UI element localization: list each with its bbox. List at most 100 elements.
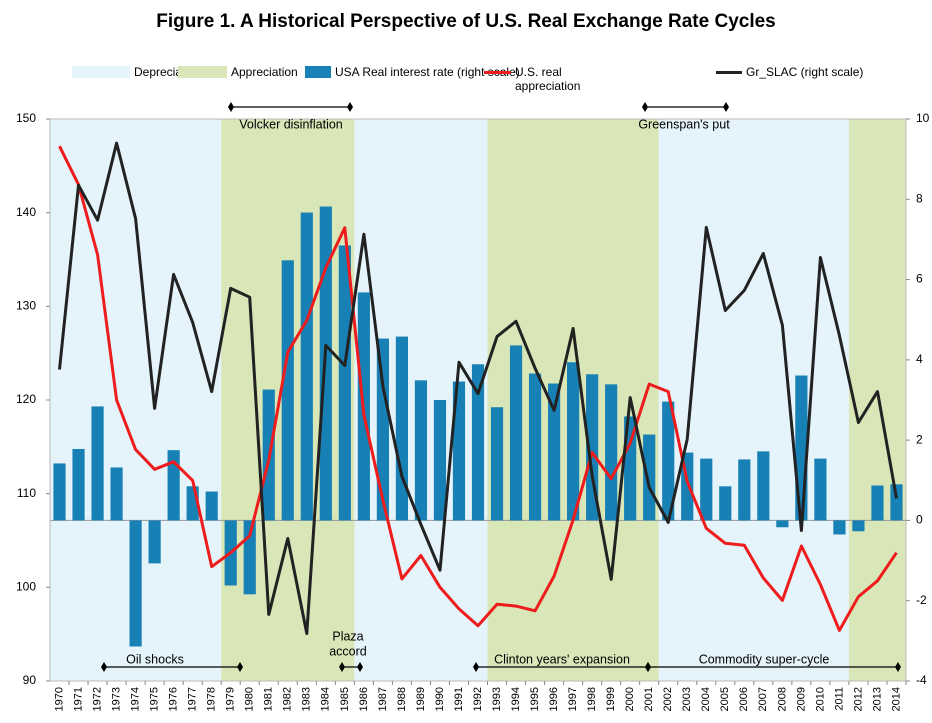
y2-tick-label: -2 [916, 593, 927, 607]
x-tick-label: 1998 [586, 687, 598, 711]
bar [110, 467, 123, 521]
annotation: Plaza [332, 629, 363, 643]
legend-swatch [178, 66, 227, 78]
y-tick-label: 140 [16, 205, 36, 219]
legend-label: U.S. real appreciation [515, 65, 581, 93]
bar [757, 451, 770, 521]
x-tick-label: 2014 [890, 687, 902, 711]
line [58, 141, 898, 636]
bar [91, 406, 104, 521]
bar [72, 448, 85, 521]
bar [433, 400, 447, 521]
y2-tick-label: 10 [916, 111, 930, 125]
bar [471, 364, 485, 521]
x-tick-label: 1987 [377, 687, 389, 711]
bar [548, 383, 561, 521]
bar [414, 380, 428, 521]
x-tick-label: 1983 [301, 687, 313, 711]
x-tick-label: 1997 [567, 687, 579, 711]
x-tick-label: 1993 [491, 687, 503, 711]
legend-item: Appreciation [178, 65, 298, 79]
y-tick-label: 120 [16, 392, 36, 406]
bar [281, 260, 294, 521]
x-tick-label: 2007 [757, 687, 769, 711]
y2-tick-label: -4 [916, 673, 927, 687]
y2-tick-label: 4 [916, 352, 923, 366]
x-tick-label: 1981 [263, 687, 275, 711]
x-tick-label: 1971 [72, 687, 84, 711]
y-tick-label: 110 [17, 486, 36, 500]
bar [53, 463, 66, 521]
bar [376, 338, 389, 521]
x-tick-label: 1974 [130, 687, 142, 711]
chart-title: Figure 1. A Historical Perspective of U.… [156, 11, 776, 32]
bar [509, 345, 523, 521]
x-tick-label: 1994 [510, 687, 522, 711]
bar [528, 373, 542, 521]
arrow-end [237, 662, 243, 672]
x-tick-label: 1975 [149, 687, 161, 711]
bar [567, 362, 580, 521]
x-tick-label: 1989 [415, 687, 427, 711]
x-tick-label: 1999 [605, 687, 617, 711]
arrow-end [473, 662, 479, 672]
bar [719, 486, 732, 521]
x-tick-label: 1976 [168, 687, 180, 711]
arrow-end [101, 662, 107, 672]
x-tick-label: 2003 [681, 687, 693, 711]
x-tick-label: 2006 [738, 687, 750, 711]
x-tick-label: 1984 [320, 687, 332, 711]
x-tick-label: 1995 [529, 687, 541, 711]
x-tick-label: 1973 [110, 687, 122, 711]
legend-swatch [716, 71, 742, 74]
x-tick-label: 1990 [434, 687, 446, 711]
y2-tick-label: 0 [916, 513, 923, 527]
legend-item: USA Real interest rate (right scale) [305, 65, 520, 79]
bar [129, 520, 142, 647]
bar [833, 520, 846, 535]
line [58, 145, 898, 632]
bar [586, 374, 599, 521]
x-tick-label: 1986 [358, 687, 370, 711]
x-tick-label: 2013 [871, 687, 883, 711]
y-tick-label: 100 [16, 580, 36, 594]
y2-tick-label: 8 [916, 191, 923, 205]
bar [814, 458, 827, 521]
x-tick-label: 2008 [776, 687, 788, 711]
bar [776, 520, 789, 528]
annotation: Commodity super-cycle [699, 652, 830, 666]
x-tick-label: 1982 [282, 687, 294, 711]
arrow-end [642, 102, 648, 112]
x-tick-label: 2012 [852, 687, 864, 711]
y-tick-label: 150 [16, 111, 36, 125]
x-tick-label: 1992 [472, 687, 484, 711]
legend-label: USA Real interest rate (right scale) [335, 65, 520, 79]
bar [167, 450, 180, 521]
x-tick-label: 1991 [453, 687, 465, 711]
bar [700, 458, 713, 521]
x-tick-label: 1978 [206, 687, 218, 711]
period-shade [848, 119, 906, 681]
legend-item: U.S. real appreciation [484, 65, 595, 93]
x-tick-label: 2004 [700, 687, 712, 711]
bar [890, 484, 903, 521]
arrow-end [357, 662, 363, 672]
arrow-end [645, 662, 651, 672]
legend-label: Gr_SLAC (right scale) [746, 65, 864, 79]
arrow-end [895, 662, 901, 672]
x-tick-label: 1996 [548, 687, 560, 711]
bar [871, 485, 884, 521]
bar [452, 381, 466, 521]
bar [624, 416, 637, 521]
bar [205, 491, 218, 521]
y2-tick-label: 2 [916, 432, 923, 446]
legend-label: Appreciation [231, 65, 298, 79]
bar [662, 401, 675, 521]
bar [738, 459, 751, 521]
legend-swatch [484, 71, 511, 74]
annotation: Greenspan's put [638, 117, 730, 131]
bar [852, 520, 865, 532]
arrow-end [228, 102, 234, 112]
